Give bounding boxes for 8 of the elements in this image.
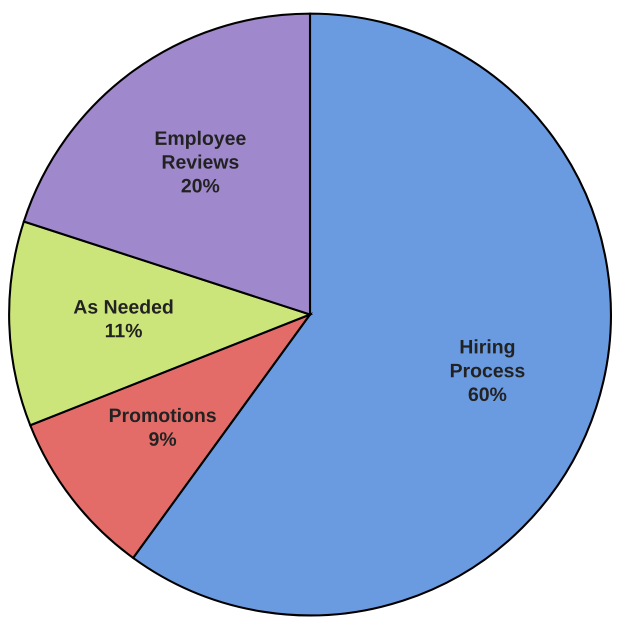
slice-label: Promotions	[110, 408, 216, 422]
data-label: 11%	[106, 324, 142, 338]
slice-label: As Needed	[74, 299, 173, 314]
data-label: 20%	[182, 178, 220, 193]
data-label: 9%	[149, 432, 176, 446]
data-label: 60%	[468, 387, 506, 402]
slice-label: Employee Reviews	[156, 130, 246, 169]
slice-label: Hiring Process	[450, 339, 524, 378]
